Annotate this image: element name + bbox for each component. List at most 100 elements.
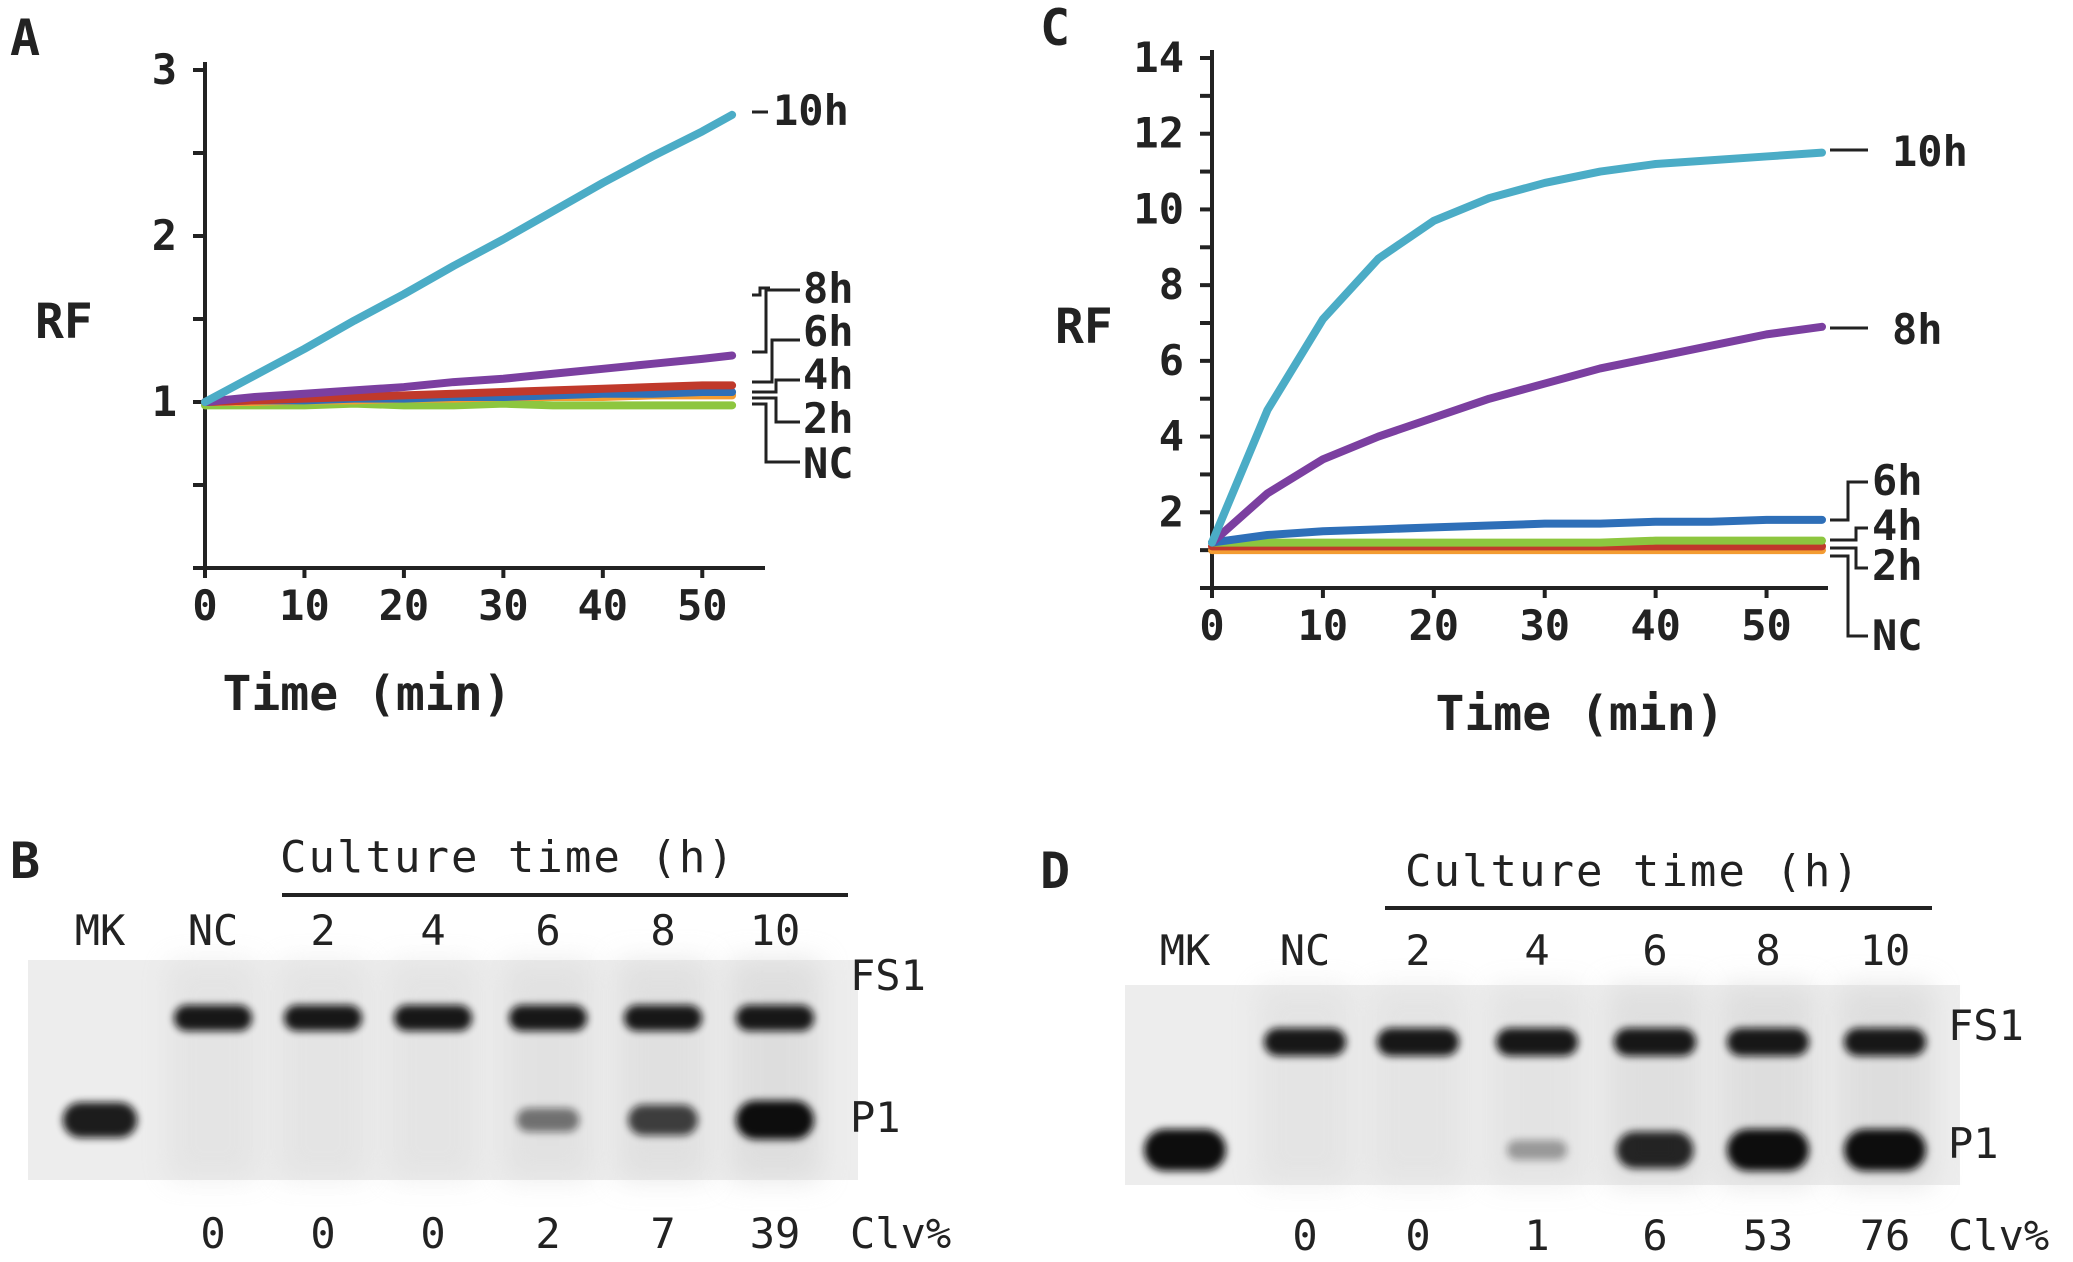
series-label-c-4h: 4h <box>1872 501 1923 550</box>
panel-c-plot: 0 10 20 30 40 50 2 4 6 8 10 12 14 <box>1133 33 1828 650</box>
panel-letter-c: C <box>1040 0 1070 57</box>
panel-b: B Culture time (h) MK NC 2 4 6 8 10 0 0 0 2 7 39 FS… <box>10 832 951 1258</box>
series-label-10h: 10h <box>773 86 849 135</box>
panel-d-band-fs1 <box>1727 1028 1809 1056</box>
panel-a-x-tick-label: 20 <box>379 581 430 630</box>
panel-b-lane-smear <box>168 960 258 1180</box>
panel-d-band-fs1 <box>1496 1028 1578 1056</box>
panel-a-y-label: RF <box>35 294 93 350</box>
panel-d-clv-value: 1 <box>1524 1211 1549 1260</box>
panel-b-cleavage-values: 0 0 0 2 7 39 <box>200 1209 800 1258</box>
panel-c-y-tick-label: 4 <box>1159 412 1184 461</box>
bracket-c-4h <box>1830 526 1868 542</box>
panel-a-x-label: Time (min) <box>223 666 512 722</box>
panel-b-lane-smear <box>618 960 708 1180</box>
panel-b-band-fs1 <box>394 1005 472 1031</box>
panel-d-band-p1 <box>1727 1129 1809 1171</box>
panel-d-clv-value: 0 <box>1405 1211 1430 1260</box>
panel-b-band-p1 <box>62 1102 138 1138</box>
panel-c-x-tick-label: 0 <box>1199 601 1224 650</box>
bracket-8h <box>752 288 800 354</box>
panel-b-clv-value: 7 <box>650 1209 675 1258</box>
panel-a-x-tick-label: 10 <box>279 581 330 630</box>
panel-c-y-tick-label: 8 <box>1159 260 1184 309</box>
panel-c-y-tick-label: 6 <box>1159 336 1184 385</box>
panel-b-band-p1: P1 <box>850 1093 901 1142</box>
panel-d-band-fs1 <box>1844 1028 1926 1056</box>
panel-d-band-fs1 <box>1614 1028 1696 1056</box>
panel-a: A RF Time (min) 0 10 20 30 40 50 1 2 3 10h 8h 6h… <box>10 9 854 722</box>
panel-d-clv-value: 0 <box>1292 1211 1317 1260</box>
panel-c-series-4h <box>1208 536 1826 547</box>
panel-b-bands <box>62 960 820 1180</box>
panel-b-lane-smear <box>278 960 368 1180</box>
panel-a-x-tick-label: 40 <box>578 581 629 630</box>
panel-d-band-p1 <box>1844 1129 1926 1171</box>
panel-a-y-tick-label: 1 <box>152 377 177 426</box>
panel-d-lane-label: NC <box>1280 926 1331 975</box>
panel-letter-d: D <box>1040 842 1070 900</box>
series-label-c-2h: 2h <box>1872 541 1923 590</box>
panel-b-lane-label: 10 <box>750 906 801 955</box>
panel-c: C RF Time (min) 0 10 20 30 40 50 2 4 6 8 10 12 14 10… <box>1040 0 1968 742</box>
bracket-6h <box>752 338 800 384</box>
panel-b-band-p1 <box>736 1100 814 1140</box>
panel-b-lane-label: 4 <box>420 906 445 955</box>
panel-c-series-labels: 10h 8h 6h 4h 2h NC <box>1872 127 1968 660</box>
panel-b-clv-value: 0 <box>310 1209 335 1258</box>
series-label-c-6h: 6h <box>1872 456 1923 505</box>
series-label-2h: 2h <box>803 394 854 443</box>
series-label-nc: NC <box>803 439 854 488</box>
panel-a-label-brackets <box>752 286 800 464</box>
panel-d-band-fs1: FS1 <box>1948 1001 2024 1050</box>
panel-a-x-tick-label: 50 <box>677 581 728 630</box>
panel-d-band-p1 <box>1506 1140 1568 1160</box>
bracket-c-6h <box>1830 480 1868 522</box>
panel-b-lane-label: NC <box>188 906 239 955</box>
panel-b-band-fs1 <box>509 1005 587 1031</box>
panel-d-lane-label: 10 <box>1860 926 1911 975</box>
panel-a-y-tick-label: 2 <box>152 211 177 260</box>
panel-b-lane-label: 8 <box>650 906 675 955</box>
panel-d-lane-smear <box>1258 985 1352 1185</box>
panel-d-band-p1: P1 <box>1948 1119 1999 1168</box>
panel-b-gel-title: Culture time (h) <box>280 832 736 883</box>
panel-c-x-tick-label: 50 <box>1741 601 1792 650</box>
panel-b-clv-value: 39 <box>750 1209 801 1258</box>
panel-d-gel-title: Culture time (h) <box>1405 846 1861 897</box>
panel-b-clv-value: 0 <box>200 1209 225 1258</box>
panel-b-lane-smear <box>503 960 593 1180</box>
bracket-10h <box>752 286 770 297</box>
panel-b-lane-label: MK <box>75 906 126 955</box>
panel-c-y-tick-label: 10 <box>1133 184 1184 233</box>
panel-c-x-label: Time (min) <box>1436 686 1725 742</box>
bracket-4h <box>752 378 800 394</box>
panel-a-series-6h <box>201 381 737 406</box>
bracket-c-2h <box>1830 546 1868 570</box>
panel-b-clv-value: 0 <box>420 1209 445 1258</box>
panel-c-x-tick-label: 20 <box>1409 601 1460 650</box>
panel-b-lane-smear <box>388 960 478 1180</box>
panel-a-series-nc <box>201 399 737 410</box>
series-label-c-nc: NC <box>1872 611 1923 660</box>
series-label-4h: 4h <box>803 350 854 399</box>
panel-d-clv-label: Clv% <box>1948 1211 2049 1260</box>
panel-d-band-p1 <box>1616 1131 1694 1169</box>
series-label-c-10h: 10h <box>1892 127 1968 176</box>
panel-d-clv-value: 53 <box>1743 1211 1794 1260</box>
panel-d-band-p1 <box>1144 1129 1226 1171</box>
panel-c-series-10h <box>1208 148 1826 547</box>
panel-d-clv-value: 76 <box>1860 1211 1911 1260</box>
panel-c-x-tick-label: 30 <box>1519 601 1570 650</box>
panel-c-series-8h <box>1208 322 1826 547</box>
panel-d-bands <box>1144 985 1932 1185</box>
panel-b-band-fs1 <box>736 1005 814 1031</box>
panel-c-y-tick-label: 14 <box>1133 33 1184 82</box>
series-label-8h: 8h <box>803 264 854 313</box>
panel-b-lane-label: 2 <box>310 906 335 955</box>
panel-d-lane-smear <box>1371 985 1465 1185</box>
bracket-2h <box>752 396 800 424</box>
panel-b-band-fs1 <box>174 1005 252 1031</box>
panel-d: D Culture time (h) MK NC 2 4 6 8 10 0 0 1 6 53 76 F… <box>1040 842 2049 1260</box>
